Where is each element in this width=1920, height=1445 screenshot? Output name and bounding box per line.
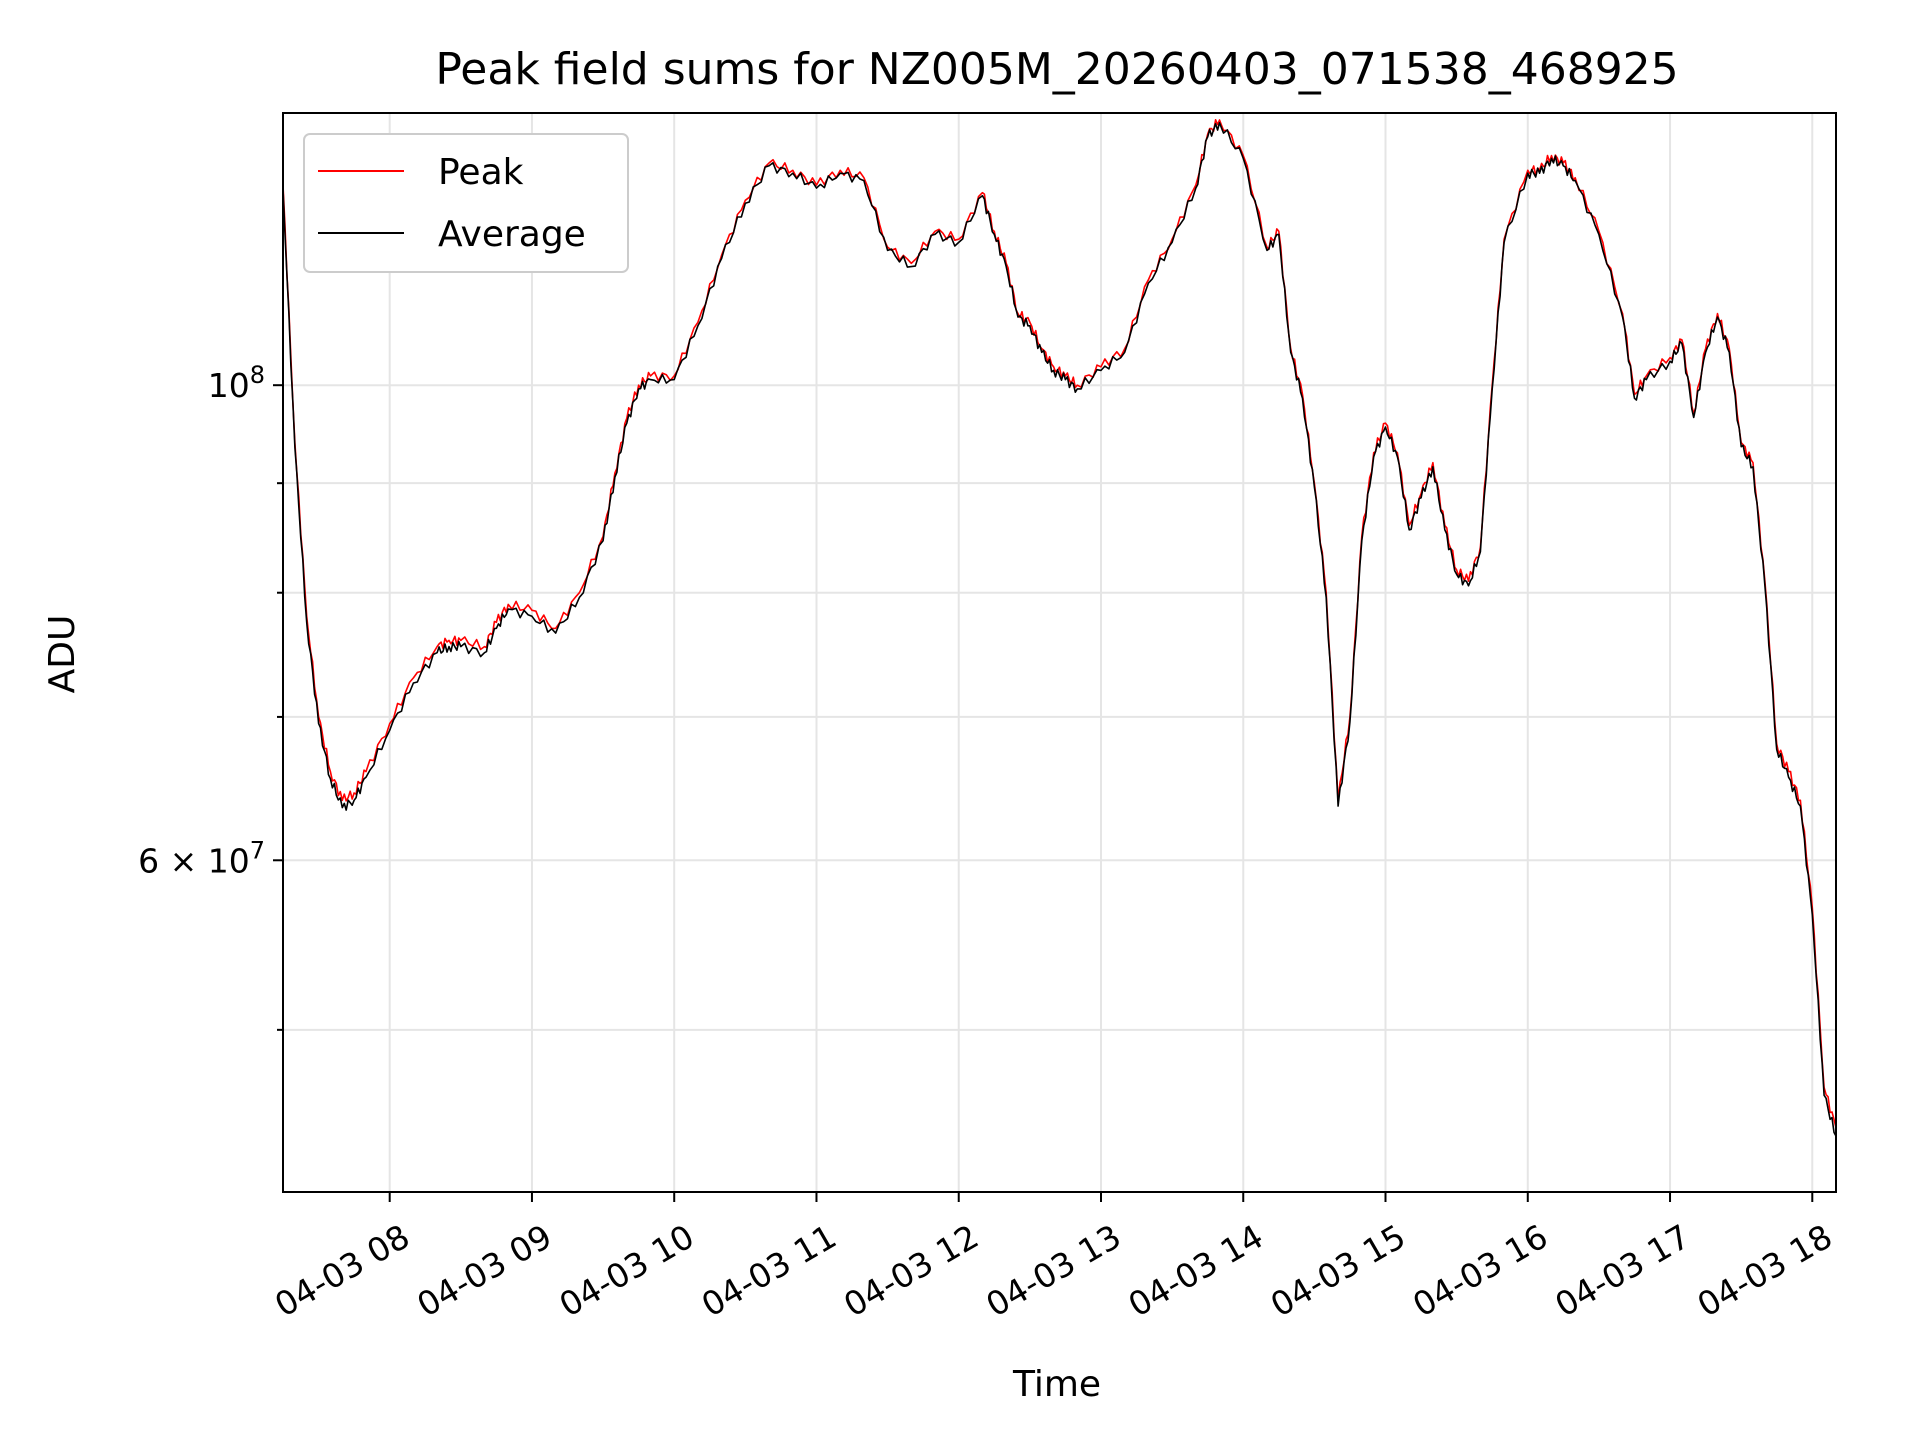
- y-tick-label: 6 × 107: [138, 836, 265, 880]
- chart-title: Peak field sums for NZ005M_20260403_0715…: [435, 44, 1678, 95]
- series-layer: [283, 119, 1836, 1137]
- legend-label-average: Average: [438, 214, 586, 255]
- legend-box: [303, 133, 629, 273]
- y-axis-label: ADU: [42, 615, 83, 694]
- grid: [283, 113, 1836, 1192]
- x-axis-label: Time: [1012, 1364, 1101, 1405]
- y-axis: 108 6 × 107: [138, 361, 283, 1031]
- series-line-average: [283, 122, 1836, 1137]
- plot-frame: [282, 112, 1837, 1193]
- legend: Peak Average: [303, 133, 629, 273]
- legend-label-peak: Peak: [438, 152, 524, 193]
- series-group: [283, 119, 1836, 1137]
- y-tick-label: 108: [208, 361, 265, 405]
